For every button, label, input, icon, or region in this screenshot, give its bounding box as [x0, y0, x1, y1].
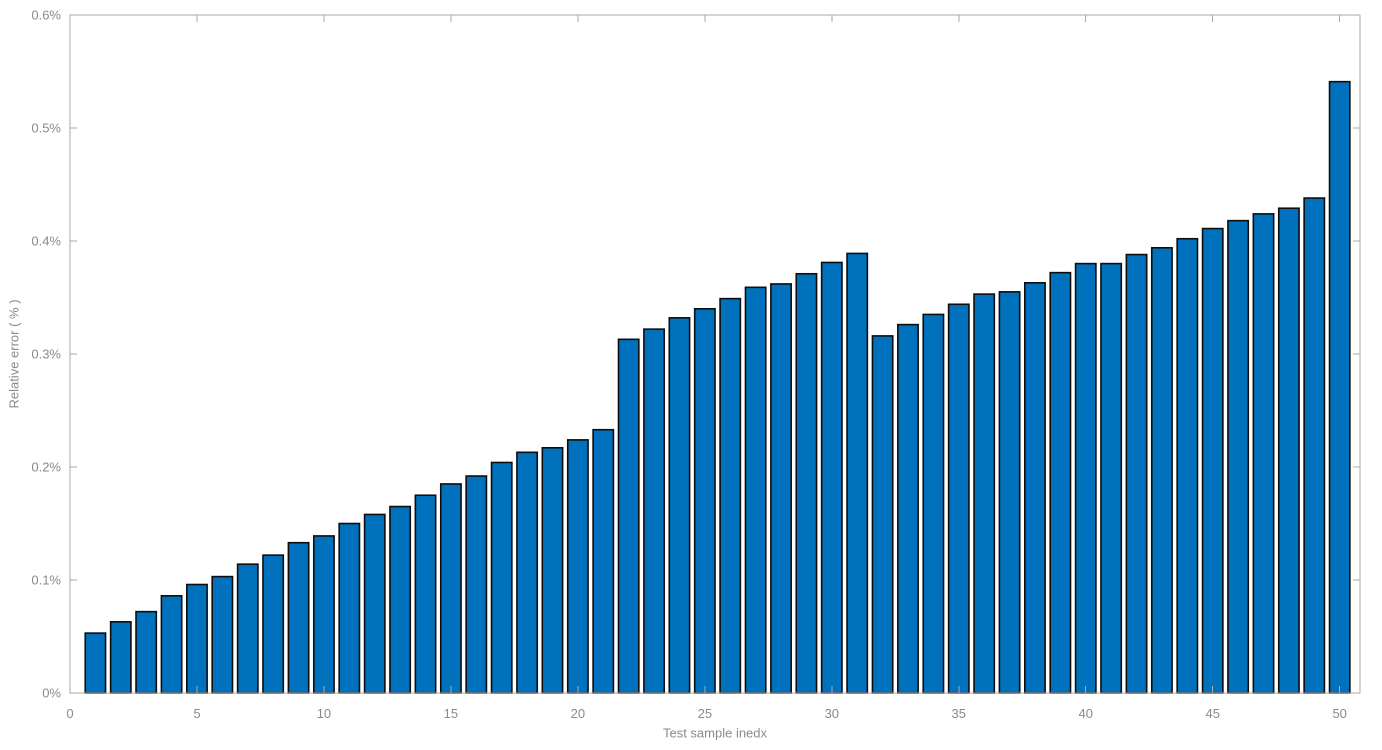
bar [1201, 227, 1224, 694]
x-tick-label: 5 [193, 706, 200, 721]
bar [1150, 246, 1173, 694]
bar [186, 583, 208, 694]
x-tick-label: 20 [571, 706, 585, 721]
bar [744, 286, 767, 694]
bar [617, 338, 640, 694]
bar [211, 575, 234, 694]
bar [109, 621, 132, 694]
bar [1100, 262, 1123, 694]
bar [770, 283, 792, 694]
bar [897, 323, 919, 694]
bar [1176, 237, 1199, 694]
bar [389, 505, 412, 694]
y-tick-label: 0.4% [31, 234, 61, 249]
bar [1227, 219, 1250, 694]
bar [363, 513, 386, 694]
bar [1303, 197, 1326, 694]
x-tick-label: 15 [444, 706, 458, 721]
y-tick-label: 0.2% [31, 460, 61, 475]
x-tick-label: 45 [1205, 706, 1219, 721]
bar [160, 595, 183, 694]
bar [693, 307, 716, 694]
x-tick-label: 40 [1079, 706, 1093, 721]
x-tick-label: 0 [66, 706, 73, 721]
bar [566, 439, 589, 694]
bar [312, 535, 335, 694]
bar [338, 522, 361, 694]
y-tick-label: 0% [42, 686, 61, 701]
bar [795, 272, 818, 694]
bar [490, 461, 513, 694]
y-tick-label: 0.3% [31, 347, 61, 362]
bar [287, 541, 310, 694]
bar [973, 293, 996, 694]
bar [846, 252, 869, 694]
bar [1024, 282, 1046, 694]
bar [1277, 207, 1300, 694]
bar [592, 428, 615, 694]
bar [719, 297, 742, 694]
x-tick-label: 10 [317, 706, 331, 721]
bar [871, 335, 894, 694]
bar [1328, 80, 1351, 694]
bar [1252, 213, 1275, 694]
x-axis-label: Test sample inedx [662, 725, 768, 741]
bar [1074, 262, 1097, 694]
bar [541, 446, 564, 694]
bar [1125, 253, 1148, 694]
bar [439, 483, 462, 694]
bar [465, 475, 488, 694]
x-tick-label: 50 [1332, 706, 1346, 721]
y-tick-label: 0.6% [31, 8, 61, 23]
x-tick-label: 30 [825, 706, 839, 721]
bar [1049, 271, 1072, 694]
bar [516, 451, 539, 694]
y-axis-label: Relative error ( % ) [6, 299, 22, 409]
bar [236, 563, 259, 694]
bar [643, 328, 666, 694]
bar [947, 303, 970, 694]
x-tick-label: 25 [698, 706, 712, 721]
bar [84, 632, 107, 694]
bar [414, 494, 437, 694]
bar [820, 261, 843, 694]
bar [922, 313, 945, 694]
x-tick-label: 35 [952, 706, 966, 721]
bar [262, 554, 285, 694]
bar [135, 610, 158, 694]
y-tick-label: 0.5% [31, 121, 61, 136]
y-tick-label: 0.1% [31, 573, 61, 588]
bar [668, 317, 691, 694]
bar [998, 291, 1021, 694]
